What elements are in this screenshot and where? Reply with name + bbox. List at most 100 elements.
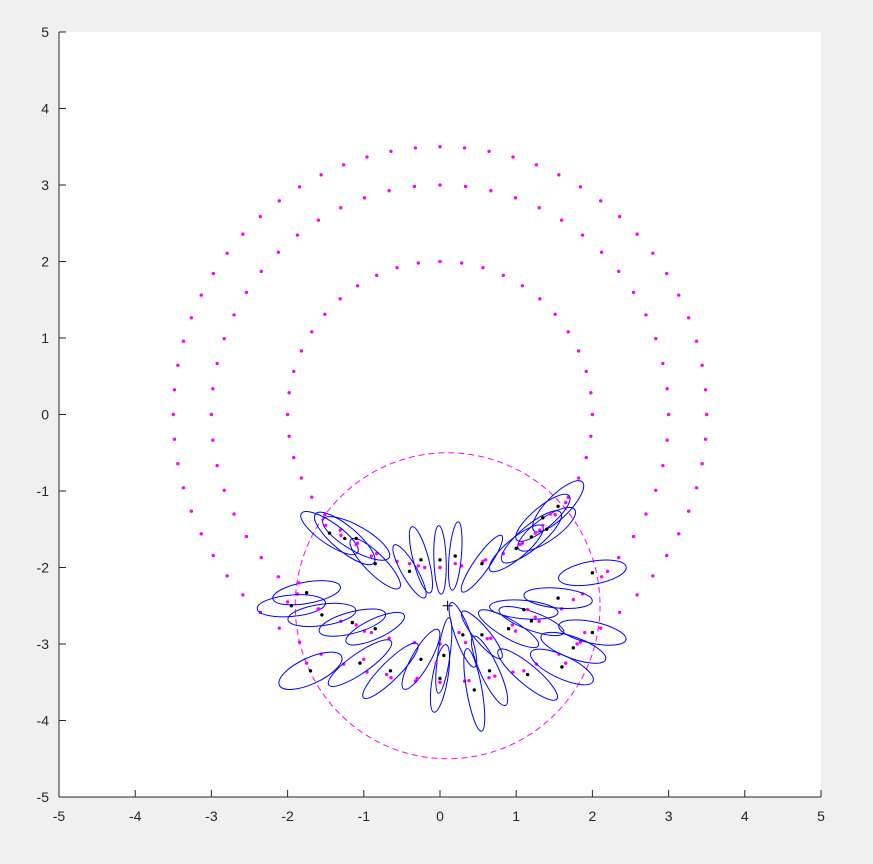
estimate-point xyxy=(529,619,534,623)
landmark-point xyxy=(176,461,180,466)
estimate-point xyxy=(556,504,560,508)
landmark-point xyxy=(172,388,177,392)
landmark-point xyxy=(287,434,291,438)
landmark-point xyxy=(287,391,291,395)
y-tick-label: 5 xyxy=(41,24,49,40)
covariance-ellipse xyxy=(272,580,341,606)
covariance-ellipse xyxy=(278,651,343,690)
landmark-point xyxy=(244,290,249,295)
covariance-ellipse xyxy=(429,644,451,713)
estimate-point xyxy=(556,596,560,600)
landmark-point xyxy=(703,388,708,392)
estimate-point xyxy=(590,571,595,575)
landmark-point xyxy=(412,184,417,189)
landmark-point xyxy=(299,349,304,353)
observed-landmark-point xyxy=(369,554,374,558)
landmark-point xyxy=(199,293,203,297)
landmark-point xyxy=(537,619,541,623)
landmark-point xyxy=(661,463,665,468)
estimate-point xyxy=(438,558,442,562)
estimate-point xyxy=(506,627,511,631)
landmark-point xyxy=(295,233,300,237)
landmark-point xyxy=(513,629,518,633)
landmark-point xyxy=(599,575,604,579)
landmark-point xyxy=(259,269,263,274)
x-tick-label: 2 xyxy=(589,808,597,824)
landmark-point xyxy=(694,486,699,490)
observed-landmark-point xyxy=(457,630,461,635)
y-tick-label: -2 xyxy=(37,560,50,576)
landmark-point xyxy=(374,273,379,278)
landmark-point xyxy=(341,163,346,167)
covariance-ellipse xyxy=(287,602,357,628)
y-tick-label: -1 xyxy=(37,483,50,499)
landmark-point xyxy=(644,313,648,317)
y-tick-label: 4 xyxy=(41,101,49,117)
landmark-point xyxy=(651,574,655,578)
observed-landmark-point xyxy=(533,531,537,535)
landmark-point xyxy=(276,575,281,579)
landmark-point xyxy=(703,437,708,441)
observed-landmark-point xyxy=(434,661,438,665)
landmark-point xyxy=(176,363,180,368)
landmark-point xyxy=(584,455,588,460)
landmark-point xyxy=(171,412,175,417)
covariance-ellipse xyxy=(460,610,503,660)
observed-landmark-point xyxy=(493,674,497,678)
covariance-ellipse xyxy=(327,639,393,687)
observed-landmark-point xyxy=(369,630,374,635)
landmark-point xyxy=(534,163,539,167)
landmark-point xyxy=(438,259,442,264)
landmark-point xyxy=(297,185,302,189)
covariance-ellipse xyxy=(540,631,607,664)
estimate-point xyxy=(541,516,545,520)
observed-landmark-point xyxy=(510,623,515,627)
estimate-point xyxy=(514,546,518,551)
estimate-point xyxy=(522,607,526,612)
estimate-point xyxy=(388,669,393,673)
observed-landmark-point xyxy=(605,569,610,574)
covariance-ellipse xyxy=(447,521,463,591)
y-tick-label: -3 xyxy=(37,636,50,652)
landmark-point xyxy=(277,626,281,630)
landmark-point xyxy=(686,509,691,513)
observed-landmark-point xyxy=(297,581,301,585)
estimate-point xyxy=(571,646,576,650)
covariance-ellipse xyxy=(498,605,565,637)
landmark-point xyxy=(635,593,639,597)
landmark-point xyxy=(276,250,281,254)
landmark-point xyxy=(211,271,215,276)
landmark-point xyxy=(241,593,245,597)
observed-landmark-point xyxy=(423,565,427,570)
y-tick-label: -4 xyxy=(37,713,50,729)
landmark-point xyxy=(589,434,593,438)
estimate-point xyxy=(373,561,377,566)
landmark-point xyxy=(686,316,691,320)
landmark-point xyxy=(617,269,621,274)
landmark-point xyxy=(580,233,585,237)
landmark-point xyxy=(511,155,515,159)
landmark-point xyxy=(285,412,290,417)
landmark-point xyxy=(599,250,604,254)
landmark-point xyxy=(189,509,194,513)
estimate-point xyxy=(419,558,423,562)
observed-landmark-point xyxy=(485,636,489,641)
x-tick-label: 4 xyxy=(741,808,749,824)
observed-landmark-point xyxy=(522,669,526,673)
observed-landmark-point xyxy=(564,661,568,665)
covariance-ellipse xyxy=(460,534,504,593)
covariance-ellipse xyxy=(497,648,559,701)
landmark-point xyxy=(277,199,281,203)
observed-landmark-point xyxy=(575,642,579,646)
landmark-point xyxy=(389,149,393,154)
landmark-point xyxy=(459,261,464,265)
landmark-point xyxy=(416,261,421,265)
axes: -5 -4 -3 -2 -1 0 1 2 3 4 5 -5 -4 -3 -2 -1 0 1 2 3 4 5 xyxy=(37,24,826,824)
range-circle xyxy=(294,452,601,760)
estimate-point xyxy=(308,669,313,673)
landmark-point xyxy=(215,361,219,366)
observed-landmark-point xyxy=(354,623,358,627)
landmark-point xyxy=(211,553,215,558)
estimate-point xyxy=(453,554,457,558)
observed-landmark-point xyxy=(548,512,553,516)
